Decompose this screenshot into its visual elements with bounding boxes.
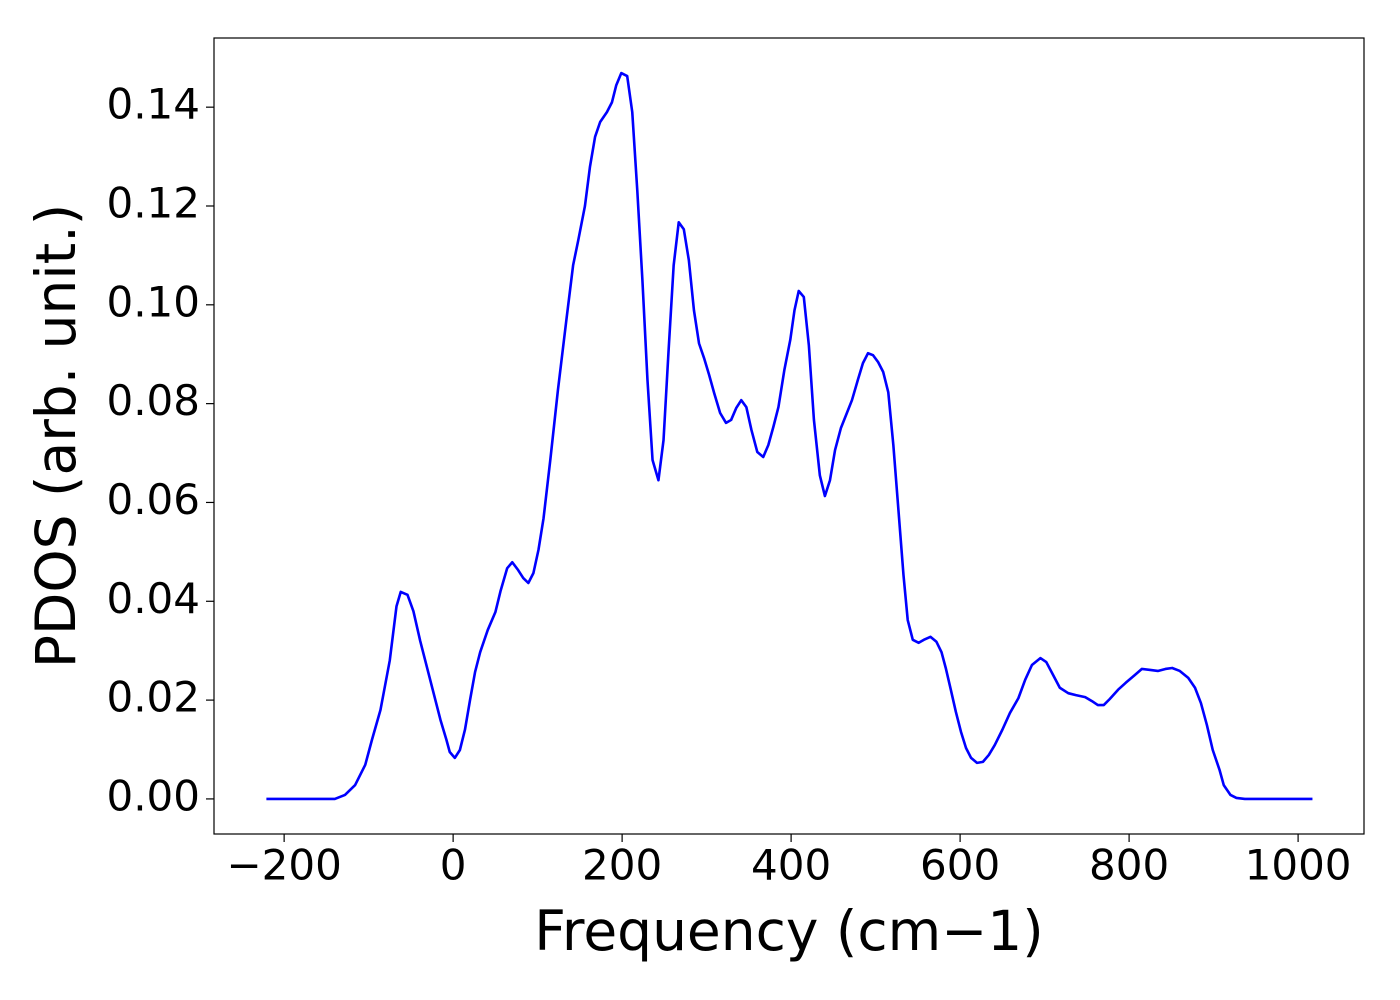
y-tick-label: 0.12	[106, 178, 200, 227]
x-tick-label: 200	[582, 841, 662, 890]
y-tick-label: 0.02	[106, 673, 200, 722]
x-tick-label: 800	[1089, 841, 1169, 890]
x-tick-label: 0	[440, 841, 467, 890]
data-line	[266, 71, 1313, 801]
x-tick-label: 400	[751, 841, 831, 890]
y-tick-label: 0.06	[106, 475, 200, 524]
plot-frame	[213, 37, 1365, 835]
x-tick-label: 1000	[1245, 841, 1352, 890]
x-tick-label: 600	[920, 841, 1000, 890]
x-axis-label: Frequency (cm−1)	[534, 899, 1043, 963]
y-tick-label: 0.04	[106, 574, 200, 623]
y-axis-label: PDOS (arb. unit.)	[24, 204, 88, 668]
y-tick-label: 0.14	[106, 80, 200, 129]
y-tick-label: 0.10	[106, 277, 200, 326]
y-tick-label: 0.08	[106, 376, 200, 425]
x-tick-label: −200	[226, 841, 341, 890]
y-tick-label: 0.00	[106, 771, 200, 820]
